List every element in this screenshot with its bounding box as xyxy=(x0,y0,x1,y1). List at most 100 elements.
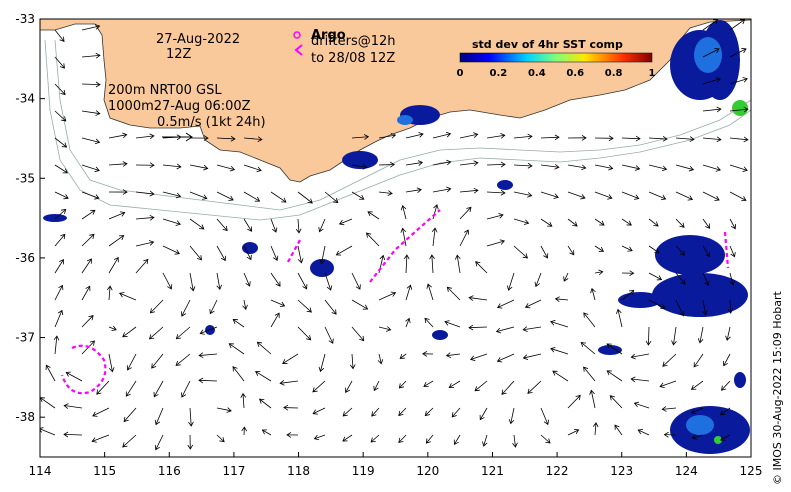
current-arrow xyxy=(446,353,461,357)
current-arrow xyxy=(209,299,218,314)
current-arrow xyxy=(470,353,488,360)
colorbar-tick-label: 0.2 xyxy=(490,68,508,79)
x-tick-label: 125 xyxy=(740,464,763,478)
current-arrow xyxy=(229,343,245,355)
current-arrow xyxy=(591,288,596,301)
y-tick-label: -37 xyxy=(15,331,35,345)
current-arrow xyxy=(729,137,748,141)
current-arrow xyxy=(378,353,382,364)
current-arrow-head xyxy=(198,377,204,384)
current-arrow-head xyxy=(580,194,586,200)
current-arrow xyxy=(351,191,365,200)
current-arrow-head xyxy=(386,326,392,332)
current-arrow xyxy=(454,434,461,445)
current-arrow xyxy=(497,353,515,362)
current-arrow-head xyxy=(58,284,64,291)
current-arrow-head xyxy=(626,220,632,226)
current-arrow-head xyxy=(281,197,287,203)
current-arrow xyxy=(125,380,137,397)
current-arrow-head xyxy=(274,312,280,318)
current-arrow xyxy=(583,366,596,382)
current-arrow-head xyxy=(180,311,187,317)
current-arrow xyxy=(563,272,569,282)
current-arrow xyxy=(425,407,434,416)
current-arrow-head xyxy=(297,258,304,264)
current-arrow xyxy=(257,341,272,355)
current-arrow-head xyxy=(90,209,96,215)
current-arrow xyxy=(675,164,694,171)
current-arrow-head xyxy=(305,335,312,341)
current-arrow-head xyxy=(122,332,128,338)
current-arrow xyxy=(232,366,245,382)
current-arrow xyxy=(181,299,191,317)
current-arrow xyxy=(513,245,528,259)
current-arrow-head xyxy=(429,254,435,260)
current-arrow-head xyxy=(616,308,622,315)
current-arrow-head xyxy=(637,429,643,435)
current-arrow-head xyxy=(534,281,540,288)
current-arrow-head xyxy=(500,189,506,196)
current-arrow-head xyxy=(714,48,720,54)
current-arrow xyxy=(721,380,731,391)
current-arrow-head xyxy=(473,160,479,167)
current-arrow xyxy=(297,191,313,204)
current-arrow-head xyxy=(176,163,182,170)
current-arrow-head xyxy=(573,428,580,435)
current-arrow-head xyxy=(91,437,97,443)
current-arrow-head xyxy=(189,286,196,292)
current-arrow-head xyxy=(627,246,633,252)
current-arrow-head xyxy=(390,291,397,297)
current-arrow xyxy=(54,234,66,247)
current-arrow xyxy=(108,235,124,247)
current-arrow-head xyxy=(312,387,318,393)
current-arrow xyxy=(321,245,326,264)
current-arrow xyxy=(200,326,218,334)
current-arrow xyxy=(426,434,434,444)
current-arrow-head xyxy=(313,434,320,441)
current-arrow-head xyxy=(261,429,268,435)
current-arrow xyxy=(631,378,650,382)
current-arrow xyxy=(469,297,488,301)
current-arrow xyxy=(351,136,369,139)
current-arrow xyxy=(373,380,380,391)
current-arrow-head xyxy=(697,338,704,344)
current-arrow-head xyxy=(342,436,348,442)
current-arrow-head xyxy=(245,281,251,287)
current-arrow-head xyxy=(661,165,668,172)
current-arrow xyxy=(427,284,434,301)
current-arrow-head xyxy=(482,441,488,447)
current-arrow-head xyxy=(473,132,479,138)
current-arrow xyxy=(621,245,633,252)
current-arrow xyxy=(370,434,380,443)
current-arrow-head xyxy=(302,284,308,290)
current-arrow-head xyxy=(362,164,368,170)
current-arrow xyxy=(449,380,461,388)
current-arrow xyxy=(675,245,685,256)
current-arrow-head xyxy=(175,220,181,226)
current-arrow-head xyxy=(230,135,236,142)
current-arrow-head xyxy=(554,296,560,302)
current-arrow xyxy=(92,434,110,442)
current-arrow-head xyxy=(446,286,453,292)
current-arrow xyxy=(270,191,287,203)
current-arrow-head xyxy=(614,424,620,430)
current-arrow xyxy=(552,370,569,382)
current-arrow-head xyxy=(389,161,396,168)
current-arrow xyxy=(606,343,623,355)
current-arrow xyxy=(468,326,488,329)
current-arrow-head xyxy=(662,361,668,367)
current-arrow xyxy=(729,191,747,201)
current-arrow-head xyxy=(741,48,747,54)
current-arrow xyxy=(513,191,532,197)
current-arrow-head xyxy=(662,136,668,142)
current-arrow xyxy=(638,429,650,436)
current-arrow-head xyxy=(62,168,68,174)
current-arrow xyxy=(339,218,353,225)
current-arrow xyxy=(648,245,660,254)
current-arrow xyxy=(367,211,380,220)
current-arrow-head xyxy=(198,352,204,359)
current-arrow xyxy=(270,218,277,233)
current-arrow xyxy=(320,353,326,372)
current-arrow-head xyxy=(175,334,182,340)
current-arrow xyxy=(662,407,677,410)
